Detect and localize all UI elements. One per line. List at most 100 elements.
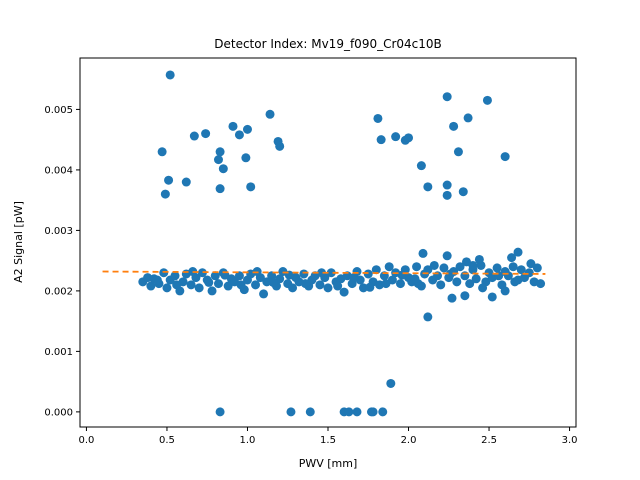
data-point: [300, 279, 310, 289]
data-point: [146, 281, 156, 291]
data-point: [207, 286, 217, 296]
data-point: [197, 268, 207, 278]
data-point: [215, 184, 225, 194]
data-point: [223, 281, 233, 291]
plot-area: [102, 70, 546, 417]
data-point: [453, 147, 463, 157]
data-point: [305, 407, 315, 417]
data-point: [241, 153, 251, 163]
data-point: [482, 95, 492, 105]
data-point: [194, 283, 204, 293]
data-point: [204, 277, 214, 287]
data-point: [236, 280, 246, 290]
data-point: [259, 289, 269, 299]
data-point: [436, 280, 446, 290]
data-point: [189, 131, 199, 141]
data-point: [160, 189, 170, 199]
data-point: [524, 268, 534, 278]
data-point: [465, 279, 475, 289]
data-point: [416, 161, 426, 171]
data-point: [492, 263, 502, 273]
data-point: [532, 263, 542, 273]
data-point: [442, 251, 452, 261]
data-point: [365, 282, 375, 292]
data-point: [455, 262, 465, 272]
data-point: [286, 407, 296, 417]
data-point: [368, 407, 378, 417]
y-tick-label: 0.001: [44, 347, 73, 358]
data-point: [442, 180, 452, 190]
data-point: [381, 279, 391, 289]
data-point: [288, 283, 298, 293]
y-tick-label: 0.004: [44, 165, 73, 176]
data-point: [423, 265, 433, 275]
data-point: [508, 262, 518, 272]
data-point: [218, 164, 228, 174]
data-point: [442, 190, 452, 200]
data-point: [439, 263, 449, 273]
data-point: [376, 135, 386, 145]
data-point: [474, 254, 484, 264]
data-point: [213, 155, 223, 165]
data-point: [326, 268, 336, 278]
data-point: [268, 277, 278, 287]
x-tick-label: 2.0: [401, 435, 417, 446]
data-point: [391, 132, 401, 142]
data-point: [510, 277, 520, 287]
data-point: [423, 312, 433, 322]
x-tick-label: 0.5: [159, 435, 175, 446]
data-point: [246, 182, 256, 192]
data-point: [213, 279, 223, 289]
data-point: [410, 274, 420, 284]
y-tick-label: 0.000: [44, 407, 73, 418]
data-point: [172, 280, 182, 290]
data-point: [460, 291, 470, 301]
data-point: [275, 141, 285, 151]
data-point: [333, 281, 343, 291]
data-point: [395, 279, 405, 289]
chart-title: Detector Index: Mv19_f090_Cr04c10B: [214, 37, 442, 51]
data-point: [418, 248, 428, 258]
x-tick-label: 0.0: [78, 435, 94, 446]
y-tick-label: 0.003: [44, 226, 73, 237]
data-point: [478, 283, 488, 293]
data-point: [265, 109, 275, 119]
data-point: [164, 175, 174, 185]
data-point: [412, 262, 422, 272]
x-tick-label: 1.5: [320, 435, 336, 446]
data-point: [317, 268, 327, 278]
data-point: [201, 129, 211, 139]
data-point: [526, 259, 536, 269]
data-point: [165, 70, 175, 80]
data-point: [215, 147, 225, 157]
data-point: [397, 270, 407, 280]
data-point: [373, 113, 383, 123]
data-point: [152, 275, 162, 285]
data-point: [157, 147, 167, 157]
data-point: [442, 92, 452, 102]
data-point: [536, 279, 546, 289]
data-point: [449, 121, 459, 131]
data-point: [513, 247, 523, 257]
y-axis-label: A2 Signal [pW]: [12, 201, 25, 283]
data-point: [386, 378, 396, 388]
data-point: [423, 182, 433, 192]
data-point: [371, 265, 381, 275]
data-point: [468, 260, 478, 270]
data-point: [234, 130, 244, 140]
data-point: [487, 292, 497, 302]
data-point: [170, 271, 180, 281]
data-point: [471, 274, 481, 284]
data-point: [299, 269, 309, 279]
data-point: [378, 407, 388, 417]
data-point: [251, 280, 261, 290]
x-axis: 0.0 0.5 1.0 1.5 2.0 2.5 3.0: [78, 427, 578, 446]
data-point: [445, 269, 455, 279]
data-point: [500, 152, 510, 162]
y-axis: 0.000 0.001 0.002 0.003 0.004 0.005: [44, 105, 80, 418]
data-point: [234, 271, 244, 281]
x-axis-label: PWV [mm]: [299, 457, 358, 470]
data-point: [349, 273, 359, 283]
